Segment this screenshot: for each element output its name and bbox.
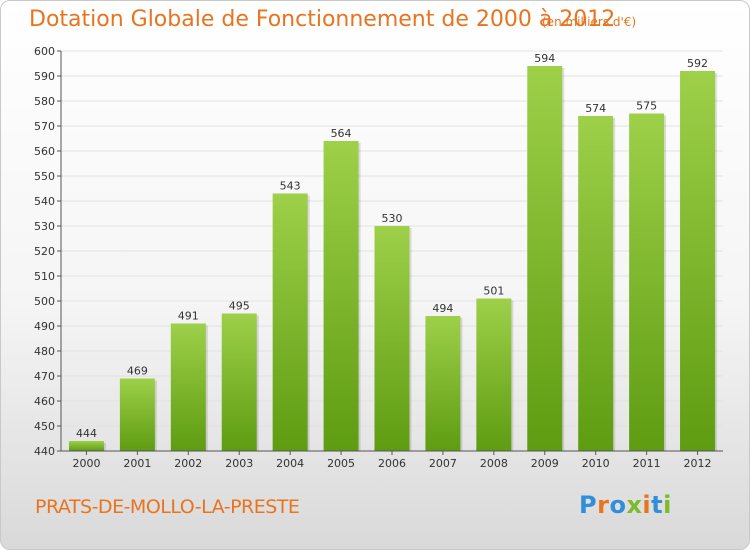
y-tick-label: 540 bbox=[34, 195, 55, 208]
bar bbox=[222, 314, 257, 452]
bar-value-label: 592 bbox=[687, 57, 708, 70]
logo-letter: i bbox=[663, 491, 672, 519]
x-tick-label: 2011 bbox=[633, 457, 661, 470]
bar-value-label: 469 bbox=[127, 365, 148, 378]
x-tick-label: 2003 bbox=[225, 457, 253, 470]
bar-value-label: 494 bbox=[432, 302, 453, 315]
x-tick-label: 2007 bbox=[429, 457, 457, 470]
y-tick-label: 580 bbox=[34, 95, 55, 108]
bar-value-label: 575 bbox=[636, 100, 657, 113]
y-tick-label: 560 bbox=[34, 145, 55, 158]
y-tick-label: 490 bbox=[34, 320, 55, 333]
logo-letter: x bbox=[626, 491, 642, 519]
x-tick-label: 2012 bbox=[684, 457, 712, 470]
bar-value-label: 491 bbox=[178, 310, 199, 323]
x-tick-label: 2004 bbox=[276, 457, 304, 470]
y-tick-label: 570 bbox=[34, 120, 55, 133]
logo-letter: t bbox=[651, 491, 663, 519]
y-tick-label: 520 bbox=[34, 245, 55, 258]
bar-value-label: 530 bbox=[382, 212, 403, 225]
bar bbox=[629, 114, 664, 452]
x-tick-label: 2009 bbox=[531, 457, 559, 470]
bar-value-label: 594 bbox=[534, 52, 555, 65]
bar-value-label: 564 bbox=[331, 127, 352, 140]
bar bbox=[273, 194, 308, 452]
bar bbox=[425, 316, 460, 451]
bar-value-label: 543 bbox=[280, 180, 301, 193]
x-tick-label: 2002 bbox=[174, 457, 202, 470]
logo-letter: r bbox=[597, 491, 609, 519]
bar-value-label: 444 bbox=[76, 427, 97, 440]
y-tick-label: 470 bbox=[34, 370, 55, 383]
bar bbox=[120, 379, 155, 452]
commune-name: PRATS-DE-MOLLO-LA-PRESTE bbox=[35, 496, 299, 518]
logo-letter: o bbox=[609, 491, 626, 519]
bar bbox=[324, 141, 359, 451]
x-tick-label: 2001 bbox=[123, 457, 151, 470]
y-tick-label: 460 bbox=[34, 395, 55, 408]
y-tick-label: 440 bbox=[34, 445, 55, 458]
bar-value-label: 495 bbox=[229, 300, 250, 313]
x-tick-label: 2006 bbox=[378, 457, 406, 470]
y-tick-label: 600 bbox=[34, 45, 55, 58]
bar bbox=[375, 226, 410, 451]
x-tick-label: 2010 bbox=[582, 457, 610, 470]
bar bbox=[680, 71, 715, 451]
y-tick-label: 510 bbox=[34, 270, 55, 283]
proxiti-logo[interactable]: Proxiti bbox=[579, 491, 672, 519]
y-tick-label: 590 bbox=[34, 70, 55, 83]
y-tick-label: 550 bbox=[34, 170, 55, 183]
y-tick-label: 450 bbox=[34, 420, 55, 433]
y-tick-label: 480 bbox=[34, 345, 55, 358]
x-tick-label: 2005 bbox=[327, 457, 355, 470]
chart-frame: Dotation Globale de Fonctionnement de 20… bbox=[0, 0, 750, 550]
x-tick-label: 2000 bbox=[72, 457, 100, 470]
bar bbox=[476, 299, 511, 452]
bar-value-label: 574 bbox=[585, 102, 606, 115]
bar bbox=[171, 324, 206, 452]
logo-letter: i bbox=[642, 491, 651, 519]
y-tick-label: 500 bbox=[34, 295, 55, 308]
bar bbox=[578, 116, 613, 451]
bar bbox=[527, 66, 562, 451]
bar-value-label: 501 bbox=[483, 285, 504, 298]
x-tick-label: 2008 bbox=[480, 457, 508, 470]
y-tick-label: 530 bbox=[34, 220, 55, 233]
bar bbox=[69, 441, 104, 451]
logo-letter: P bbox=[579, 491, 597, 519]
